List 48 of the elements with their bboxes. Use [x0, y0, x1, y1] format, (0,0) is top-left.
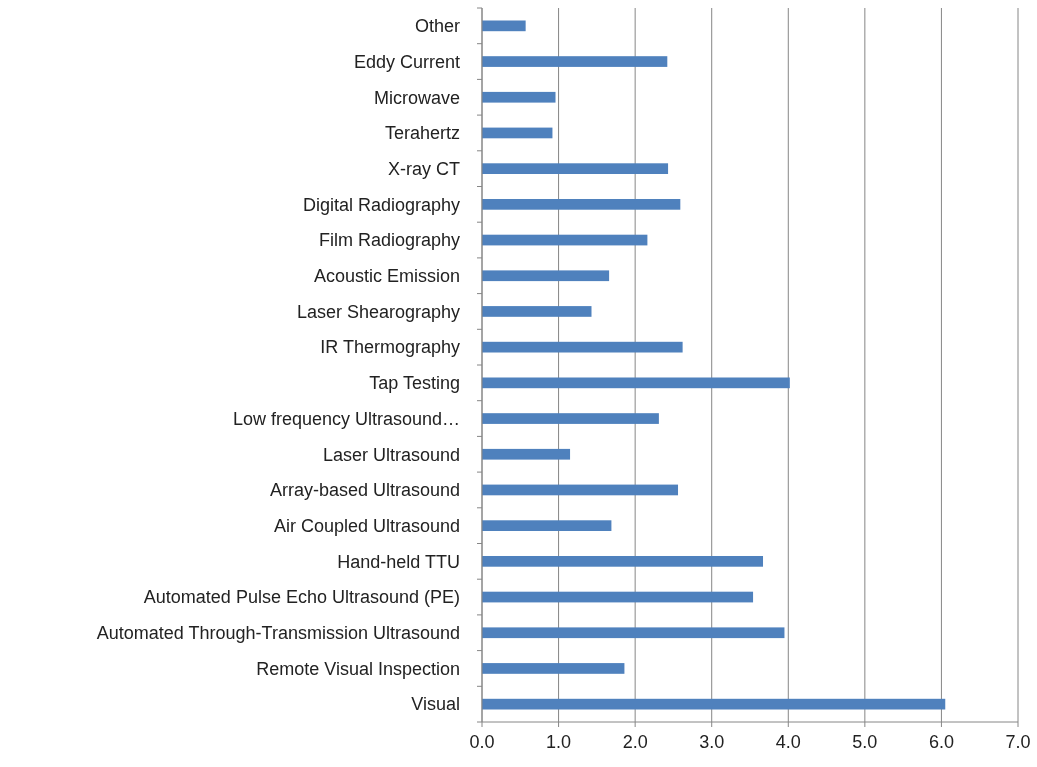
bar: [482, 556, 764, 567]
y-tick-label: X-ray CT: [388, 158, 460, 179]
y-tick-label: Low frequency Ultrasound…: [232, 408, 460, 429]
y-tick-label: Other: [414, 16, 460, 37]
y-tick-label: Eddy Current: [353, 51, 460, 72]
bar: [482, 698, 946, 710]
bar: [482, 484, 679, 496]
bar: [482, 663, 625, 674]
bar: [482, 377, 790, 389]
y-tick-label: Film Radiography: [318, 230, 460, 251]
bar: [482, 627, 785, 639]
x-tick-label: 0.0: [469, 732, 495, 752]
bar: [482, 520, 612, 532]
y-tick-label: Digital Radiography: [302, 194, 460, 215]
y-tick-label: Microwave: [373, 87, 460, 108]
bar: [482, 306, 592, 317]
x-tick-label: 3.0: [699, 732, 725, 752]
bar: [482, 127, 553, 139]
bar: [482, 199, 681, 210]
bar: [482, 56, 668, 67]
x-tick-label: 1.0: [546, 732, 572, 752]
x-tick-label: 6.0: [928, 732, 954, 752]
bar: [482, 448, 571, 460]
x-tick-label: 5.0: [852, 732, 878, 752]
bar: [482, 20, 526, 32]
bar: [482, 234, 648, 246]
y-tick-label: Remote Visual Inspection: [256, 658, 460, 679]
y-tick-label: Air Coupled Ultrasound: [273, 515, 460, 536]
x-tick-label: 7.0: [1005, 732, 1031, 752]
bar: [482, 341, 683, 353]
y-tick-label: Terahertz: [384, 123, 460, 144]
bar: [482, 270, 610, 282]
bar: [482, 91, 556, 103]
y-tick-label: Laser Ultrasound: [322, 444, 460, 465]
x-tick-label: 4.0: [775, 732, 801, 752]
y-tick-label: Visual: [411, 694, 460, 715]
x-tick-label: 2.0: [622, 732, 648, 752]
y-tick-label: Hand-held TTU: [337, 551, 460, 572]
bar: [482, 413, 659, 424]
y-tick-label: Array-based Ultrasound: [269, 480, 460, 501]
y-tick-label: Laser Shearography: [296, 301, 460, 322]
bar: [482, 591, 754, 603]
y-tick-label: Acoustic Emission: [313, 266, 460, 287]
y-tick-label: Tap Testing: [369, 373, 460, 394]
y-tick-label: Automated Through-Transmission Ultrasound: [96, 623, 460, 644]
bar: [482, 163, 669, 175]
y-tick-label: IR Thermography: [320, 337, 460, 358]
y-tick-label: Automated Pulse Echo Ultrasound (PE): [143, 587, 460, 608]
